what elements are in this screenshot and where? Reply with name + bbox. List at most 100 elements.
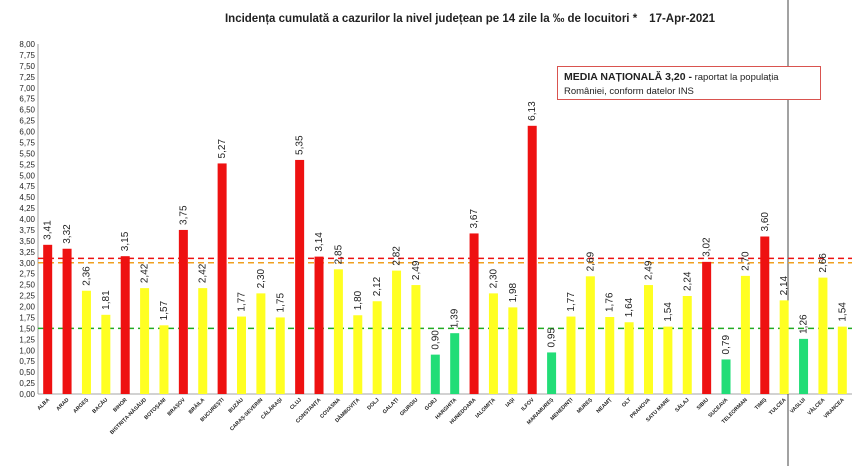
value-label: 2,30	[488, 268, 499, 288]
x-tick-label: VRANCEA	[823, 397, 846, 420]
bar	[585, 276, 595, 394]
bar	[799, 338, 809, 394]
value-label: 1,77	[566, 292, 577, 312]
national-average-text: raportat la populația României, conform …	[564, 72, 779, 97]
x-tick-label: SIBIU	[696, 397, 710, 411]
bar	[411, 285, 421, 394]
value-label: 1,81	[101, 290, 112, 310]
y-tick-label: 7,75	[19, 51, 35, 60]
y-tick-label: 2,00	[19, 303, 35, 312]
bar	[721, 359, 731, 394]
y-tick-label: 2,50	[19, 281, 35, 290]
value-label: 6,13	[527, 101, 538, 121]
bar	[450, 333, 460, 394]
value-label: 3,15	[120, 231, 131, 251]
value-label: 1,80	[353, 290, 364, 310]
x-tick-label: BRĂILA	[187, 396, 206, 415]
value-label: 0,90	[430, 330, 441, 350]
bar	[256, 293, 266, 394]
bar	[353, 315, 363, 394]
value-label: 3,14	[314, 232, 325, 252]
y-tick-label: 4,75	[19, 182, 35, 191]
x-tick-label: BACĂU	[91, 396, 110, 415]
x-tick-label: CLUJ	[289, 397, 303, 411]
y-tick-label: 4,00	[19, 215, 35, 224]
y-tick-label: 7,25	[19, 73, 35, 82]
y-tick-labels: 0,00 0,25 0,50 0,75 1,00 1,25 1,50 1,752,00 2,25…	[19, 40, 35, 399]
value-label: 3,60	[760, 212, 771, 232]
y-tick-label: 1,25	[19, 335, 35, 344]
chart-title-text: Incidența cumulată a cazurilor la nivel …	[225, 13, 638, 25]
value-label: 5,35	[295, 135, 306, 155]
x-tick-label: BIHOR	[112, 397, 128, 413]
bar	[818, 277, 828, 394]
bar	[295, 159, 305, 394]
x-tick-label: VASLUI	[789, 397, 807, 415]
value-label: 2,14	[779, 275, 790, 295]
value-label: 2,42	[140, 263, 151, 283]
y-tick-label: 3,00	[19, 259, 35, 268]
y-tick-label: 2,75	[19, 270, 35, 279]
value-label: 1,77	[237, 292, 248, 312]
x-tick-label: IAȘI	[505, 397, 517, 409]
x-tick-label: ALBA	[36, 397, 51, 412]
chart-date: 17-Apr-2021	[649, 13, 715, 25]
bars	[43, 125, 847, 394]
value-label: 3,41	[43, 220, 54, 240]
bar	[198, 288, 208, 394]
x-tick-label: VÂLCEA	[806, 396, 826, 416]
value-label: 3,02	[702, 237, 713, 257]
x-tick-label: GORJ	[424, 397, 439, 412]
x-tick-label: BOTOȘANI	[143, 397, 167, 421]
value-label: 3,67	[469, 209, 480, 229]
x-tick-label: OLT	[621, 397, 633, 409]
y-tick-label: 3,25	[19, 248, 35, 257]
bar	[314, 256, 324, 394]
y-tick-label: 0,75	[19, 357, 35, 366]
bar	[333, 269, 343, 394]
y-tick-label: 6,50	[19, 106, 35, 115]
bar	[178, 229, 188, 394]
value-label: 3,75	[178, 205, 189, 225]
bar	[275, 317, 285, 394]
x-tick-label: DOLJ	[366, 397, 380, 411]
value-label: 1,76	[605, 292, 616, 312]
value-label: 2,66	[818, 253, 829, 273]
x-tick-label: BUZĂU	[227, 396, 245, 414]
y-tick-label: 5,00	[19, 171, 35, 180]
y-tick-label: 0,00	[19, 390, 35, 399]
value-label: 2,30	[256, 268, 267, 288]
bar	[663, 326, 673, 394]
bar	[372, 301, 382, 394]
bar	[837, 326, 847, 394]
bar	[237, 316, 246, 394]
value-label: 1,39	[450, 308, 461, 328]
value-label: 1,75	[275, 293, 286, 313]
value-label: 0,95	[547, 328, 558, 348]
y-tick-label: 8,00	[19, 40, 35, 49]
bar	[740, 275, 750, 394]
x-tick-label: SĂLAJ	[673, 396, 690, 413]
y-tick-label: 3,75	[19, 226, 35, 235]
y-tick-label: 7,00	[19, 84, 35, 93]
bar	[488, 293, 498, 394]
value-label: 1,57	[159, 300, 170, 320]
x-tick-label: GIURGIU	[399, 397, 419, 417]
value-label: 2,12	[372, 276, 383, 296]
x-tick-label: TULCEA	[768, 397, 788, 417]
value-label: 2,42	[198, 263, 209, 283]
national-average-note: MEDIA NAȚIONALĂ 3,20 - raportat la popul…	[557, 66, 821, 100]
x-tick-label: GALAȚI	[382, 397, 401, 416]
y-tick-label: 4,25	[19, 204, 35, 213]
x-tick-label: ILFOV	[520, 397, 536, 413]
bar	[120, 256, 130, 394]
bar	[547, 352, 557, 394]
bar	[430, 354, 440, 394]
value-label: 5,27	[217, 139, 228, 159]
x-tick-label: ARAD	[55, 397, 70, 412]
bar	[469, 233, 479, 394]
value-label: 2,70	[740, 251, 751, 271]
x-tick-label: ARGEȘ	[72, 397, 90, 415]
value-label: 1,54	[663, 302, 674, 322]
